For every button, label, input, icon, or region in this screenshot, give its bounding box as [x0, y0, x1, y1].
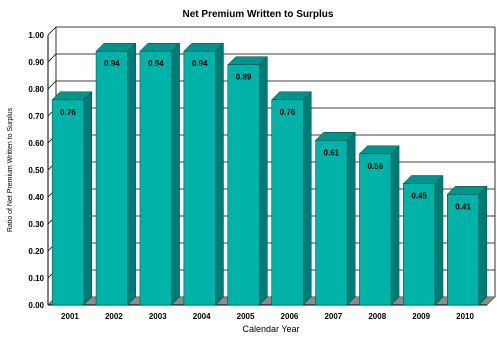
x-tick-label: 2006	[281, 312, 299, 321]
data-label: 0.94	[104, 59, 120, 68]
y-axis-title: Ratio of Net Premium Written to Surplus	[7, 107, 14, 232]
x-tick-label: 2003	[149, 312, 167, 321]
y-tick-label: 0.60	[28, 139, 44, 148]
y-tick-label: 0.10	[28, 274, 44, 283]
labels-layer: 0.00 0.10 0.20 0.30 0.40 0.50 0.60 0.70 0.80 0.90…	[28, 31, 474, 321]
data-label: 0.56	[367, 162, 383, 171]
bar	[358, 145, 400, 306]
bar	[227, 56, 268, 306]
bar-front	[446, 194, 480, 306]
bar	[271, 91, 312, 306]
bar-side	[303, 91, 312, 306]
x-tick-label: 2002	[105, 312, 123, 321]
bar-side	[259, 56, 268, 306]
bar-front	[95, 50, 128, 306]
bar-side	[127, 42, 136, 306]
y-tick-label: 0.30	[28, 220, 44, 229]
y-tick-label: 0.50	[28, 166, 44, 175]
bar-front	[315, 140, 348, 306]
gridline-depth	[47, 26, 57, 36]
bar-front	[51, 99, 85, 306]
bar	[402, 174, 444, 306]
bar-front	[403, 183, 436, 306]
bars-layer	[51, 42, 488, 306]
y-tick-label: 0.80	[28, 85, 44, 94]
x-tick-label: 2005	[237, 312, 255, 321]
data-label: 0.41	[455, 202, 471, 211]
x-tick-label: 2001	[61, 312, 79, 321]
bar-side	[390, 145, 400, 306]
bar-side	[83, 91, 93, 306]
bar-side	[478, 185, 488, 306]
x-tick-label: 2008	[368, 312, 386, 321]
gridline-depth	[47, 53, 57, 63]
bar-front	[227, 64, 260, 306]
x-tick-label: 2009	[412, 312, 430, 321]
data-label: 0.76	[280, 108, 296, 117]
bar	[314, 131, 356, 306]
data-label: 0.76	[60, 108, 76, 117]
y-tick-label: 0.20	[28, 247, 44, 256]
bar-front	[183, 50, 216, 306]
bar-side	[434, 174, 444, 306]
data-label: 0.61	[324, 148, 340, 157]
x-tick-label: 2004	[193, 312, 211, 321]
data-label: 0.94	[192, 59, 208, 68]
y-tick-label: 0.90	[28, 58, 44, 67]
y-tick-label: 0.00	[28, 301, 44, 310]
gridline-depth	[47, 80, 57, 90]
bar-front	[359, 153, 392, 306]
y-tick-label: 0.40	[28, 193, 44, 202]
bar	[139, 42, 181, 306]
y-tick-label: 1.00	[28, 31, 44, 40]
data-label: 0.45	[411, 192, 427, 201]
bar	[183, 42, 225, 306]
y-tick-label: 0.70	[28, 112, 44, 121]
bar-side	[171, 42, 180, 306]
bar-side	[215, 42, 224, 306]
bar	[446, 185, 488, 306]
chart-title: Net Premium Written to Surplus	[183, 9, 334, 20]
data-label: 0.89	[236, 73, 252, 82]
bar-front	[271, 99, 304, 306]
x-tick-label: 2010	[456, 312, 474, 321]
bar	[51, 91, 93, 306]
data-label: 0.94	[148, 59, 164, 68]
x-axis-title: Calendar Year	[242, 324, 299, 334]
bar	[95, 42, 137, 306]
x-tick-label: 2007	[324, 312, 342, 321]
bar-front	[139, 50, 172, 306]
bar-side	[346, 131, 356, 306]
